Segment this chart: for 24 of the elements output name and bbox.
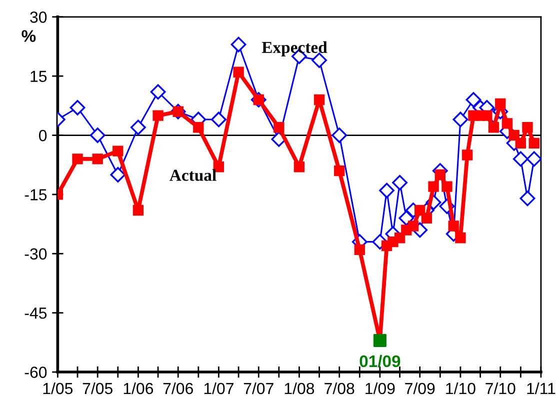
x-tick-label: 1/06 bbox=[124, 382, 154, 394]
y-tick-label: 15 bbox=[30, 70, 47, 82]
x-tick-label: 7/10 bbox=[486, 382, 516, 394]
series-label: Expected bbox=[262, 41, 328, 56]
y-tick-label: 0 bbox=[39, 130, 47, 142]
x-tick-label: 7/05 bbox=[82, 382, 112, 394]
y-tick-label: -30 bbox=[24, 248, 47, 260]
annotation: 01/09 bbox=[360, 354, 400, 368]
x-tick-label: 7/09 bbox=[405, 382, 435, 394]
series-label: Actual bbox=[170, 169, 216, 181]
x-tick-label: 7/08 bbox=[324, 382, 354, 394]
x-tick-label: 1/09 bbox=[366, 382, 395, 394]
x-tick-label: 1/07 bbox=[204, 382, 234, 394]
y-tick-label: -15 bbox=[24, 189, 47, 200]
y-axis-title: % bbox=[22, 30, 36, 42]
x-tick-label: 7/06 bbox=[163, 382, 193, 394]
x-tick-label: 1/05 bbox=[43, 382, 73, 394]
y-tick-label: -60 bbox=[24, 366, 47, 378]
x-tick-label: 1/10 bbox=[446, 382, 476, 394]
x-tick-label: 7/07 bbox=[244, 382, 274, 394]
y-tick-label: 30 bbox=[30, 12, 47, 23]
x-tick-label: 1/11 bbox=[527, 382, 556, 394]
y-tick-label: -45 bbox=[24, 308, 47, 319]
x-tick-label: 1/08 bbox=[284, 382, 314, 394]
